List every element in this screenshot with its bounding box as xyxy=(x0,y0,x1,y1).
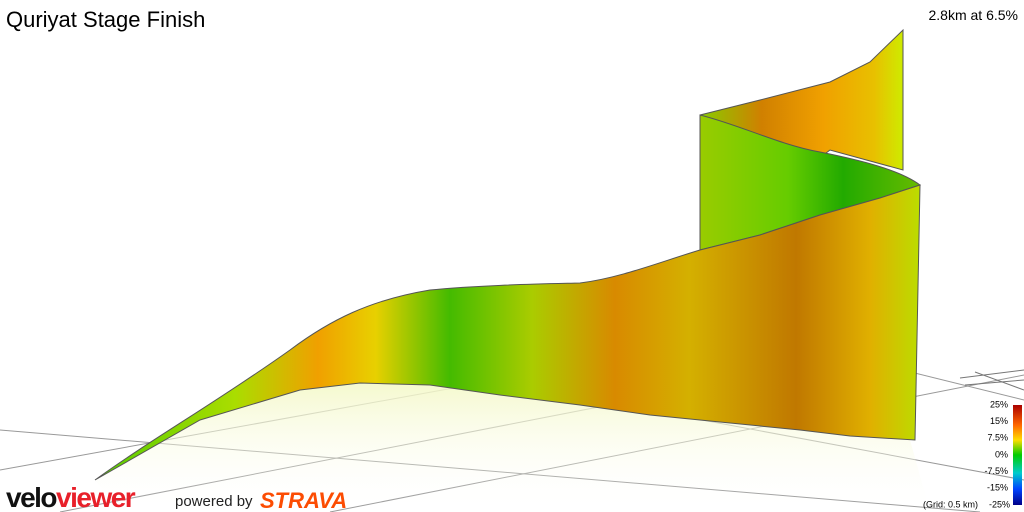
logo-velo: velo xyxy=(6,482,57,512)
legend-label: -15% xyxy=(987,483,1008,493)
legend-label: 25% xyxy=(990,399,1008,409)
powered-by: powered by xyxy=(175,493,253,510)
title: Quriyat Stage Finish xyxy=(6,7,205,32)
logo-viewer: viewer xyxy=(56,482,136,512)
gradient-scale xyxy=(1013,405,1022,505)
legend-label: 15% xyxy=(990,416,1008,426)
legend-label: 0% xyxy=(995,449,1008,459)
summary: 2.8km at 6.5% xyxy=(929,7,1019,23)
ribbon-shadow xyxy=(95,383,930,512)
strava-logo: STRAVA xyxy=(260,488,347,512)
logo: veloviewer xyxy=(6,482,136,512)
legend-label: 7.5% xyxy=(987,433,1008,443)
grid-note: (Grid: 0.5 km) xyxy=(923,499,978,509)
legend: 25% 15% 7.5% 0% -7.5% -15% -25% xyxy=(984,399,1010,509)
legend-label: -7.5% xyxy=(984,466,1008,476)
legend-label: -25% xyxy=(989,499,1010,509)
ribbon-front xyxy=(94,184,921,481)
